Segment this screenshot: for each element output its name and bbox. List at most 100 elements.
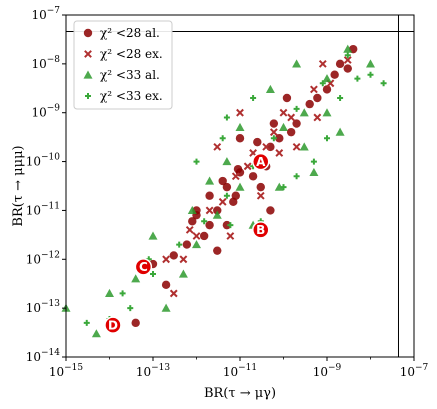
series-2-point-13 [366, 59, 375, 68]
y-tick-label-0: 10−14 [26, 348, 61, 364]
series-3-point-14 [223, 114, 230, 121]
series-0-point-9 [322, 85, 332, 94]
series-3-point-16 [193, 158, 200, 165]
series-2-point-14 [205, 176, 215, 185]
series-3-point-18 [280, 184, 287, 191]
series-1-point-1 [205, 206, 214, 215]
series-1-point-11 [243, 162, 252, 171]
series-1-point-16 [162, 255, 171, 264]
series-1-point-13 [279, 108, 288, 117]
series-3-point-5 [201, 218, 208, 225]
series-3-point-2 [127, 305, 134, 312]
series-3-point-9 [293, 105, 300, 112]
series-1-point-8 [343, 56, 352, 64]
series-0-point-34 [269, 119, 279, 128]
series-0-point-7 [292, 119, 301, 128]
y-tick-label-4: 10−10 [26, 153, 61, 169]
series-0-point-18 [229, 197, 238, 207]
series-0-point-27 [205, 191, 214, 200]
benchmark-c-marker [134, 258, 153, 276]
y-tick-label-2: 10−12 [26, 250, 60, 266]
series-2-point-27 [309, 167, 319, 177]
x-tick-label-1: 10−13 [136, 363, 171, 379]
series-0-point-21 [275, 134, 284, 143]
series-0-point-17 [213, 206, 222, 215]
series-3-point-3 [150, 270, 156, 277]
y-tick-label-3: 10−11 [26, 201, 60, 217]
series-2-point-20 [274, 182, 284, 191]
legend-label-1: χ² <28 ex. [100, 47, 163, 61]
benchmark-markers: A B C D [104, 152, 270, 334]
series-2-point-18 [292, 59, 302, 68]
series-2-point-9 [279, 122, 288, 132]
series-2-point-6 [212, 210, 222, 219]
benchmark-c-label: C [139, 260, 148, 274]
x-axis-label: BR(τ → μγ) [204, 386, 276, 401]
series-0-point-37 [218, 176, 227, 186]
series-1-point-0 [179, 255, 188, 264]
series-1-point-24 [185, 225, 194, 234]
series-0-point-38 [256, 182, 265, 192]
series-0-point-39 [233, 164, 243, 174]
series-2-point-24 [148, 231, 158, 240]
series-2-point-1 [91, 329, 101, 338]
series-1-point-20 [292, 142, 301, 151]
series-3-point-27 [354, 75, 361, 82]
x-tick-label-2: 10−11 [223, 363, 257, 379]
series-0-point-23 [313, 93, 322, 103]
x-tick-label-3: 10−9 [313, 363, 342, 379]
series-3-point-15 [250, 95, 257, 102]
legend-marker-1 [84, 50, 92, 58]
series-0-point-31 [199, 231, 209, 241]
series-1-point-22 [236, 108, 244, 117]
series-3-point-11 [344, 52, 351, 59]
series-1-point-17 [226, 232, 235, 240]
series-0-point-10 [335, 59, 345, 69]
series-0-point-19 [248, 172, 258, 181]
series-3-point-22 [119, 290, 126, 297]
series-0-point-12 [182, 240, 192, 249]
series-1-point-19 [275, 149, 284, 157]
y-axis-label: BR(τ → μμμ) [11, 145, 26, 226]
series-2-point-26 [335, 127, 345, 136]
series-2-point-15 [222, 157, 232, 166]
legend-label-0: χ² <28 al. [100, 26, 160, 40]
series-3-point-12 [367, 71, 374, 78]
series-1-point-21 [313, 113, 322, 122]
series-2-point-5 [192, 240, 201, 249]
series-2-point-25 [187, 205, 197, 215]
legend-marker-3 [85, 93, 91, 99]
series-0-point-15 [131, 318, 140, 328]
series-2-point-7 [235, 182, 245, 191]
series-0-point-26 [222, 220, 232, 230]
series-1-point-6 [309, 85, 318, 94]
legend-label-2: χ² <33 al. [100, 68, 160, 82]
y-tick-label-7: 10−7 [31, 6, 60, 22]
series-1-point-14 [318, 59, 327, 68]
y-tick-label-6: 10−8 [31, 55, 60, 71]
series-2-point-23 [131, 274, 141, 283]
series-1-point-18 [256, 191, 265, 200]
legend-label-3: χ² <33 ex. [100, 89, 163, 103]
series-3-point-8 [270, 135, 277, 142]
series-1-point-9 [192, 232, 201, 240]
benchmark-d-marker [104, 316, 122, 334]
benchmark-b-marker [252, 221, 270, 239]
legend-box [73, 20, 173, 110]
series-3-point-26 [324, 135, 330, 142]
series-3-point-23 [227, 222, 234, 229]
series-2-point-12 [343, 44, 353, 53]
series-1-point-4 [269, 128, 278, 137]
series-1-point-2 [231, 172, 240, 181]
series-3-point-6 [223, 192, 230, 199]
series-3-point-20 [337, 95, 344, 102]
series-0-point-8 [305, 99, 314, 109]
benchmark-a-label: A [256, 155, 266, 169]
series-1-point-5 [287, 113, 296, 122]
series-2-point-10 [299, 108, 309, 117]
series-3-point-10 [319, 80, 326, 87]
y-tick-label-1: 10−13 [26, 299, 61, 315]
series-3-point-13 [380, 80, 387, 87]
series-2-point-2 [105, 288, 114, 298]
